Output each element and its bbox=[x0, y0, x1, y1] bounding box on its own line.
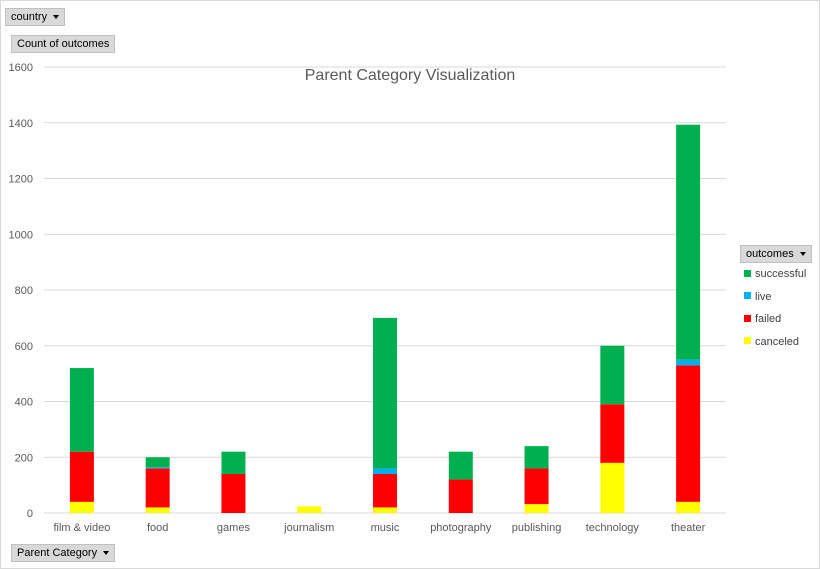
y-tick-label: 1200 bbox=[9, 174, 33, 186]
x-tick-label: food bbox=[147, 522, 168, 534]
y-tick-label: 800 bbox=[15, 285, 33, 297]
chart-legend: successful live failed canceled bbox=[744, 266, 806, 356]
outcomes-legend-filter-button[interactable]: outcomes bbox=[740, 245, 812, 263]
legend-item-failed[interactable]: failed bbox=[744, 311, 806, 334]
legend-label: canceled bbox=[755, 335, 800, 348]
y-tick-label: 0 bbox=[27, 508, 33, 520]
country-filter-button[interactable]: country bbox=[5, 8, 66, 26]
y-tick-label: 200 bbox=[15, 452, 33, 464]
bar-successful-publishing[interactable] bbox=[524, 446, 549, 469]
x-tick-label: photography bbox=[430, 522, 492, 534]
legend-label: failed bbox=[755, 313, 782, 325]
bar-canceled-theater[interactable] bbox=[676, 501, 701, 513]
legend-swatch bbox=[744, 292, 751, 300]
x-tick-label: technology bbox=[586, 522, 640, 534]
bar-successful-film-video[interactable] bbox=[69, 368, 94, 452]
bar-failed-food[interactable] bbox=[145, 468, 170, 508]
bar-successful-music[interactable] bbox=[373, 317, 397, 469]
bar-failed-games[interactable] bbox=[221, 473, 246, 513]
y-tick-label: 1400 bbox=[9, 118, 33, 130]
bar-successful-food[interactable] bbox=[145, 457, 170, 468]
y-tick-label: 600 bbox=[15, 341, 33, 353]
legend-item-successful[interactable]: successful bbox=[744, 266, 806, 289]
x-tick-label: publishing bbox=[512, 522, 562, 534]
bar-live-food[interactable] bbox=[145, 467, 170, 469]
x-tick-label: theater bbox=[671, 522, 706, 534]
bar-canceled-music[interactable] bbox=[373, 507, 397, 513]
bar-failed-photography[interactable] bbox=[448, 479, 473, 513]
bar-live-music[interactable] bbox=[373, 468, 397, 474]
values-field-label: Count of outcomes bbox=[17, 38, 110, 50]
bar-successful-photography[interactable] bbox=[448, 451, 473, 480]
y-tick-label: 1000 bbox=[9, 229, 33, 241]
bar-successful-games[interactable] bbox=[221, 451, 246, 474]
bar-failed-theater[interactable] bbox=[676, 365, 701, 502]
bar-failed-film-video[interactable] bbox=[69, 451, 94, 502]
legend-label: live bbox=[755, 290, 772, 303]
legend-swatch bbox=[744, 314, 751, 322]
outcomes-legend-filter-label: outcomes bbox=[746, 248, 794, 260]
parent-category-filter-label: Parent Category bbox=[17, 547, 98, 559]
x-tick-label: journalism bbox=[283, 522, 334, 534]
chart-title: Parent Category Visualization bbox=[305, 67, 516, 84]
country-filter-label: country bbox=[11, 11, 48, 23]
x-tick-label: film & video bbox=[53, 522, 110, 534]
bar-canceled-food[interactable] bbox=[145, 507, 170, 513]
values-field-button[interactable]: Count of outcomes bbox=[11, 35, 116, 53]
legend-item-live[interactable]: live bbox=[744, 289, 806, 312]
dropdown-caret-icon bbox=[103, 551, 110, 556]
legend-swatch bbox=[744, 269, 751, 277]
legend-label: successful bbox=[755, 268, 807, 280]
bar-canceled-film-video[interactable] bbox=[69, 501, 94, 513]
bar-failed-publishing[interactable] bbox=[524, 468, 549, 505]
parent-category-filter-button[interactable]: Parent Category bbox=[11, 544, 116, 562]
y-tick-label: 1600 bbox=[9, 62, 33, 74]
legend-swatch bbox=[744, 337, 751, 345]
bar-successful-technology[interactable] bbox=[600, 345, 625, 405]
dropdown-caret-icon bbox=[53, 15, 60, 20]
y-tick-label: 400 bbox=[15, 397, 33, 409]
dropdown-caret-icon bbox=[799, 252, 806, 257]
bar-successful-theater[interactable] bbox=[676, 124, 701, 360]
bar-canceled-technology[interactable] bbox=[600, 462, 625, 513]
x-tick-label: games bbox=[217, 522, 251, 534]
bar-canceled-journalism[interactable] bbox=[297, 506, 322, 513]
bar-failed-technology[interactable] bbox=[600, 404, 625, 463]
legend-item-canceled[interactable]: canceled bbox=[744, 334, 806, 357]
x-tick-label: music bbox=[371, 522, 400, 534]
bar-failed-music[interactable] bbox=[373, 473, 397, 508]
bar-canceled-publishing[interactable] bbox=[524, 504, 549, 513]
bar-live-theater[interactable] bbox=[676, 359, 701, 366]
